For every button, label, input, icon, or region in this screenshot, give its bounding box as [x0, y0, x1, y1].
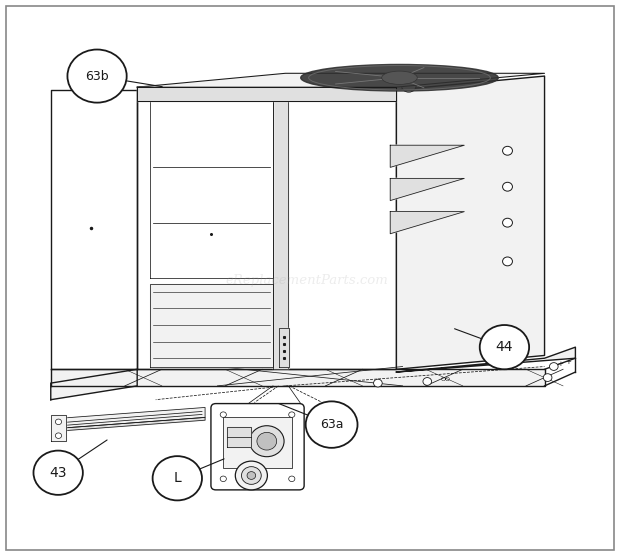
Circle shape [549, 363, 558, 370]
Polygon shape [390, 212, 464, 234]
Polygon shape [227, 428, 251, 446]
Polygon shape [137, 87, 396, 101]
Ellipse shape [382, 71, 417, 85]
Circle shape [55, 433, 61, 439]
Text: +: + [557, 361, 563, 367]
Circle shape [220, 412, 226, 418]
Polygon shape [396, 347, 575, 372]
Polygon shape [273, 90, 288, 369]
Circle shape [289, 476, 295, 481]
Circle shape [33, 450, 83, 495]
Polygon shape [57, 408, 205, 429]
Circle shape [257, 433, 277, 450]
Circle shape [236, 461, 267, 490]
Circle shape [68, 49, 126, 103]
Polygon shape [149, 284, 273, 366]
Text: OO: OO [441, 377, 451, 382]
Polygon shape [51, 369, 137, 400]
Circle shape [289, 412, 295, 418]
Circle shape [543, 374, 552, 381]
Circle shape [306, 401, 358, 448]
Circle shape [503, 146, 513, 155]
Polygon shape [137, 73, 544, 87]
Polygon shape [57, 418, 205, 431]
Circle shape [153, 456, 202, 500]
Circle shape [249, 426, 284, 456]
Polygon shape [390, 145, 464, 167]
Text: 63a: 63a [320, 418, 343, 431]
FancyBboxPatch shape [211, 404, 304, 490]
Circle shape [503, 219, 513, 227]
Circle shape [55, 419, 61, 425]
Circle shape [480, 325, 529, 369]
Polygon shape [137, 90, 396, 369]
Circle shape [503, 257, 513, 266]
Text: 43: 43 [50, 466, 67, 480]
Circle shape [339, 77, 361, 97]
Polygon shape [51, 415, 66, 441]
Polygon shape [396, 76, 544, 369]
FancyBboxPatch shape [223, 418, 292, 468]
Polygon shape [51, 90, 137, 369]
Circle shape [220, 476, 226, 481]
Text: 63b: 63b [85, 70, 109, 83]
Polygon shape [278, 328, 289, 366]
Text: 44: 44 [495, 340, 513, 354]
Circle shape [374, 379, 382, 387]
Circle shape [401, 79, 416, 92]
Polygon shape [390, 178, 464, 201]
Ellipse shape [301, 64, 498, 91]
Polygon shape [51, 369, 544, 386]
Text: +: + [565, 359, 571, 365]
Circle shape [503, 182, 513, 191]
Circle shape [241, 466, 261, 484]
Text: eReplacementParts.com: eReplacementParts.com [226, 274, 388, 287]
Text: L: L [174, 471, 181, 485]
Circle shape [247, 471, 255, 479]
Polygon shape [149, 93, 273, 278]
Circle shape [423, 378, 432, 385]
